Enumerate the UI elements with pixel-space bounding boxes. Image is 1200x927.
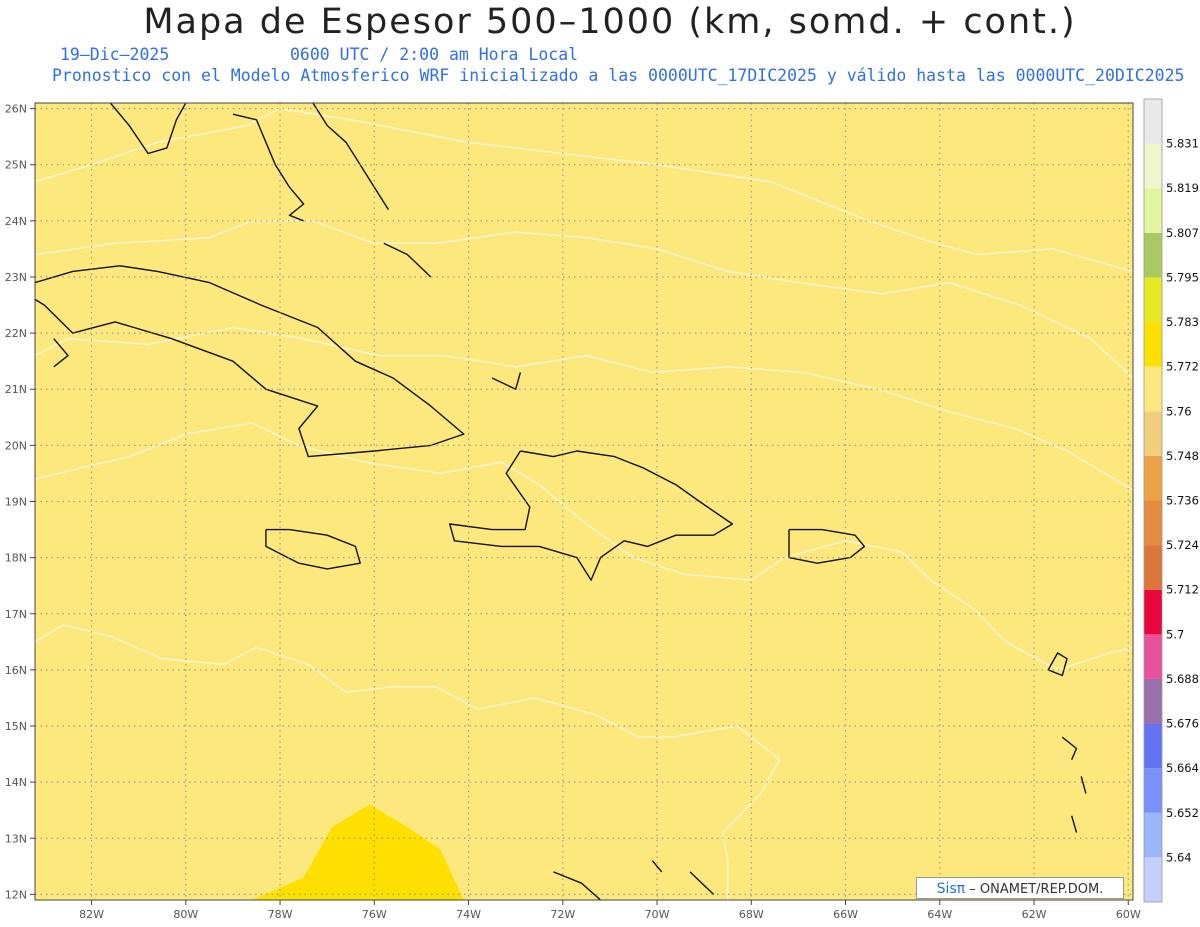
lat-label-21N: 21N	[5, 383, 27, 396]
lat-label-19N: 19N	[5, 496, 27, 509]
coastline-13	[1071, 815, 1078, 833]
coastline-4	[35, 265, 465, 458]
coastline-6	[491, 372, 522, 390]
color-legend: 5.64 5.652 5.664 5.676 5.688 5.7 5.712 5.724 5.7…	[1143, 98, 1199, 903]
forecast-time: 0600 UTC / 2:00 am Hora Local	[290, 45, 579, 64]
legend-label-13: 5.795	[1166, 270, 1199, 284]
legend-swatch-15	[1144, 188, 1162, 233]
lon-label-74W: 74W	[456, 908, 481, 921]
lat-label-13N: 13N	[5, 832, 27, 845]
legend-swatch-14	[1144, 232, 1162, 278]
lat-label-14N: 14N	[5, 776, 27, 789]
coastline-8	[265, 528, 361, 570]
lon-label-64W: 64W	[927, 908, 952, 921]
lon-label-68W: 68W	[739, 908, 764, 921]
coastline-1	[232, 113, 305, 222]
legend-swatch-10	[1144, 411, 1162, 456]
legend-label-2: 5.664	[1166, 761, 1199, 775]
coastline-2	[312, 103, 389, 210]
coastline-15	[689, 871, 715, 895]
lat-label-25N: 25N	[5, 159, 27, 172]
credit-box: Sisπ – ONAMET/REP.DOM.	[916, 877, 1124, 899]
credit-brand: Sisπ	[936, 881, 966, 897]
lon-label-60W: 60W	[1116, 908, 1141, 921]
graticule	[35, 103, 1133, 900]
legend-swatch-3	[1144, 723, 1162, 769]
legend-swatch-4	[1144, 678, 1162, 724]
coastline-10	[1047, 652, 1068, 677]
coastline-14	[651, 860, 663, 873]
thickness-band-8	[251, 804, 464, 900]
legend-swatch-0	[1144, 857, 1162, 902]
map-title: Mapa de Espesor 500–1000 (km, somd. + co…	[143, 2, 1077, 42]
legend-swatch-13	[1144, 277, 1162, 323]
lat-label-18N: 18N	[5, 552, 27, 565]
legend-swatch-2	[1144, 768, 1162, 813]
coastline-layer	[35, 103, 1087, 900]
lon-label-66W: 66W	[833, 908, 858, 921]
legend-label-5: 5.7	[1166, 627, 1184, 641]
model-description: Pronostico con el Modelo Atmosferico WRF…	[52, 66, 1185, 85]
legend-swatch-1	[1144, 812, 1162, 858]
legend-label-3: 5.676	[1166, 717, 1199, 731]
legend-swatch-12	[1144, 322, 1162, 367]
legend-label-8: 5.736	[1166, 494, 1199, 508]
lat-label-26N: 26N	[5, 103, 27, 116]
coastline-11	[1061, 736, 1078, 760]
thickness-band-7	[35, 103, 1133, 900]
legend-label-15: 5.819	[1166, 181, 1199, 195]
legend-label-12: 5.783	[1166, 315, 1199, 329]
lat-label-17N: 17N	[5, 608, 27, 621]
legend-label-6: 5.712	[1166, 583, 1199, 597]
forecast-date: 19–Dic–2025	[60, 45, 170, 64]
lon-label-80W: 80W	[173, 908, 198, 921]
contour-line-1	[35, 220, 1133, 379]
legend-swatch-16	[1144, 143, 1162, 189]
contour-line-2	[35, 326, 1133, 491]
lon-label-82W: 82W	[79, 908, 104, 921]
legend-swatch-5	[1144, 634, 1162, 679]
coastline-12	[1080, 776, 1087, 794]
legend-label-7: 5.724	[1166, 538, 1199, 552]
legend-swatch-17	[1144, 99, 1162, 144]
legend-swatch-8	[1144, 500, 1162, 546]
lat-label-12N: 12N	[5, 888, 27, 901]
lat-label-23N: 23N	[5, 271, 27, 284]
lon-label-62W: 62W	[1022, 908, 1047, 921]
lon-label-72W: 72W	[550, 908, 575, 921]
lon-label-70W: 70W	[645, 908, 670, 921]
lat-label-16N: 16N	[5, 664, 27, 677]
legend-label-16: 5.831	[1166, 137, 1199, 151]
legend-frame	[1143, 98, 1163, 903]
legend-label-14: 5.807	[1166, 226, 1199, 240]
coastline-7	[449, 450, 734, 581]
contour-line-3	[35, 422, 1133, 671]
legend-label-9: 5.748	[1166, 449, 1199, 463]
coastline-9	[788, 528, 866, 564]
lat-label-22N: 22N	[5, 327, 27, 340]
legend-swatch-11	[1144, 366, 1162, 412]
coastline-5	[53, 338, 69, 368]
lat-label-15N: 15N	[5, 720, 27, 733]
legend-label-0: 5.64	[1166, 850, 1192, 864]
legend-label-10: 5.76	[1166, 404, 1192, 418]
legend-label-1: 5.652	[1166, 806, 1199, 820]
legend-swatch-7	[1144, 545, 1162, 590]
legend-swatch-6	[1144, 589, 1162, 635]
lat-label-20N: 20N	[5, 439, 27, 452]
coastline-16	[553, 871, 601, 900]
legend-swatch-9	[1144, 455, 1162, 501]
axis-ticks: 82W 80W 78W 76W 74W 72W 70W 68W 66W 64W 62W 60W 12N 1…	[5, 103, 1141, 921]
lat-label-24N: 24N	[5, 215, 27, 228]
legend-label-4: 5.688	[1166, 672, 1199, 686]
lon-label-78W: 78W	[268, 908, 293, 921]
thickness-fill-layer	[35, 103, 1133, 900]
credit-org: – ONAMET/REP.DOM.	[965, 882, 1104, 897]
coastline-3	[383, 242, 432, 278]
coastline-0	[109, 103, 187, 155]
legend-label-11: 5.772	[1166, 360, 1199, 374]
lon-label-76W: 76W	[362, 908, 387, 921]
